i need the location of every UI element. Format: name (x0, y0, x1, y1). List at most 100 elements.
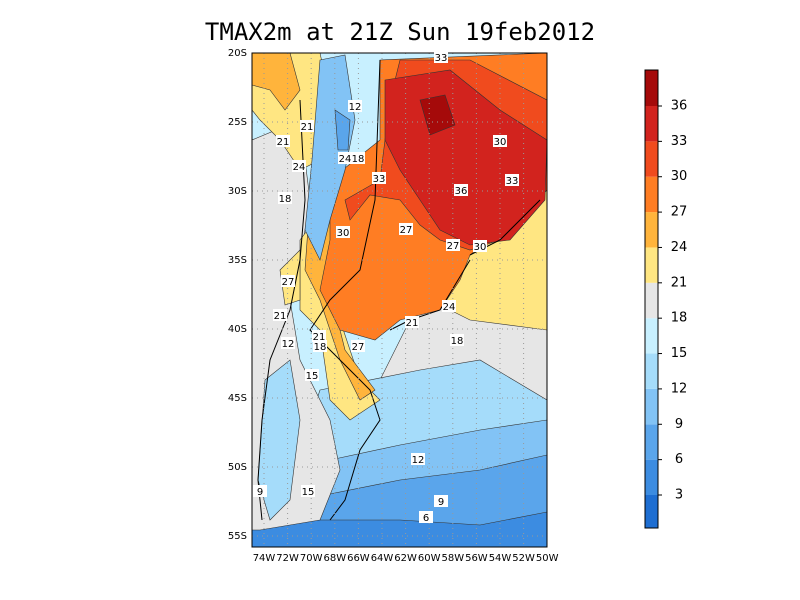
contour-label: 18 (314, 342, 327, 353)
contour-label-bg (399, 223, 413, 235)
colorbar-segment (645, 495, 658, 528)
colorbar-segment (645, 176, 658, 213)
colorbar-frame (644, 69, 659, 529)
colorbar-segment (645, 247, 658, 283)
contour-label: 15 (302, 487, 315, 498)
contour-label-bg (313, 340, 327, 352)
colorbar-segment (645, 424, 658, 460)
contour-label-bg (419, 511, 433, 523)
contour-label-bg (281, 337, 295, 349)
contour-label: 27 (282, 277, 295, 288)
contour-label: 9 (257, 487, 263, 498)
contour-label: 21 (301, 122, 314, 133)
lon-label: 50W (536, 553, 559, 564)
contour-label: 9 (438, 497, 444, 508)
contour-label-bg (351, 152, 365, 164)
contour-label: 21 (406, 318, 419, 329)
lon-label: 70W (300, 553, 323, 564)
contour-label-bg (473, 240, 487, 252)
contour-label: 24 (443, 302, 456, 313)
contour-label-bg (405, 316, 419, 328)
contour-label: 30 (337, 228, 350, 239)
lat-label: 50S (228, 462, 247, 473)
contour-label-bg (411, 453, 425, 465)
colorbar-label: 18 (671, 311, 688, 326)
contour-label: 12 (412, 455, 425, 466)
lon-label: 62W (394, 553, 417, 564)
contour-label-bg (434, 51, 448, 63)
contour-label: 15 (306, 371, 319, 382)
colorbar-segment (645, 106, 658, 142)
colorbar-label: 21 (671, 275, 688, 290)
lat-label: 55S (228, 531, 247, 542)
contour-label-bg (505, 174, 519, 186)
map-area (252, 53, 547, 547)
colorbar-label: 3 (675, 488, 683, 503)
contour-label-bg (278, 192, 292, 204)
colorbar-label: 27 (671, 205, 688, 220)
colorbar-segment (645, 459, 658, 495)
contour-label: 33 (506, 176, 519, 187)
temperature-region (334, 109, 351, 151)
contour-label: 30 (474, 242, 487, 253)
contour-label: 33 (373, 174, 386, 185)
contour-label-bg (348, 100, 362, 112)
colorbar-segment (645, 318, 658, 354)
lon-label: 68W (323, 553, 346, 564)
contour-label-bg (273, 309, 287, 321)
temperature-region (419, 94, 456, 136)
colorbar-segment (645, 212, 658, 248)
colorbar-segment (645, 388, 658, 425)
lon-label: 52W (512, 553, 535, 564)
lon-label: 64W (371, 553, 394, 564)
contour-label-bg (338, 152, 352, 164)
colorbar-label: 12 (671, 381, 688, 396)
contour-label: 18 (451, 336, 464, 347)
colorbar-label: 9 (675, 417, 683, 432)
lon-label: 72W (276, 553, 299, 564)
temperature-region (252, 511, 547, 547)
contour-label: 24 (293, 162, 306, 173)
lat-label: 45S (228, 393, 247, 404)
lon-label: 54W (489, 553, 512, 564)
colorbar-segment (645, 70, 658, 106)
contour-label-bg (372, 172, 386, 184)
lon-label: 56W (465, 553, 488, 564)
lon-label: 66W (347, 553, 370, 564)
lat-label: 35S (228, 255, 247, 266)
contour-label-bg (312, 330, 326, 342)
contour-label: 12 (282, 339, 295, 350)
colorbar-label: 33 (671, 134, 688, 149)
temperature-region (304, 54, 356, 261)
contour-label: 33 (435, 53, 448, 64)
contour-label: 30 (494, 137, 507, 148)
lon-label: 74W (253, 553, 276, 564)
colorbar-label: 36 (671, 99, 688, 114)
contour-label-bg (454, 184, 468, 196)
contour-label-bg (300, 120, 314, 132)
lat-label: 30S (228, 186, 247, 197)
contour-label-bg (434, 495, 448, 507)
contour-label: 21 (277, 137, 290, 148)
contour-label: 36 (455, 186, 468, 197)
contour-label-bg (446, 239, 460, 251)
colorbar-label: 15 (671, 346, 688, 361)
lat-label: 20S (228, 48, 247, 59)
lat-label: 40S (228, 324, 247, 335)
contour-label: 27 (352, 342, 365, 353)
contour-label: 21 (274, 311, 287, 322)
contour-label: 12 (349, 102, 362, 113)
title: TMAX2m at 21Z Sun 19feb2012 (205, 18, 595, 46)
contour-label: 18 (279, 194, 292, 205)
contour-label-bg (493, 135, 507, 147)
contour-label: 21 (313, 332, 326, 343)
contour-label-bg (292, 160, 306, 172)
colorbar-segment (645, 141, 658, 177)
coastline (257, 59, 541, 521)
contour-label-bg (351, 340, 365, 352)
contour-label-bg (301, 485, 315, 497)
contour-label-bg (276, 135, 290, 147)
map-frame (251, 52, 548, 548)
contour-label-bg (450, 334, 464, 346)
